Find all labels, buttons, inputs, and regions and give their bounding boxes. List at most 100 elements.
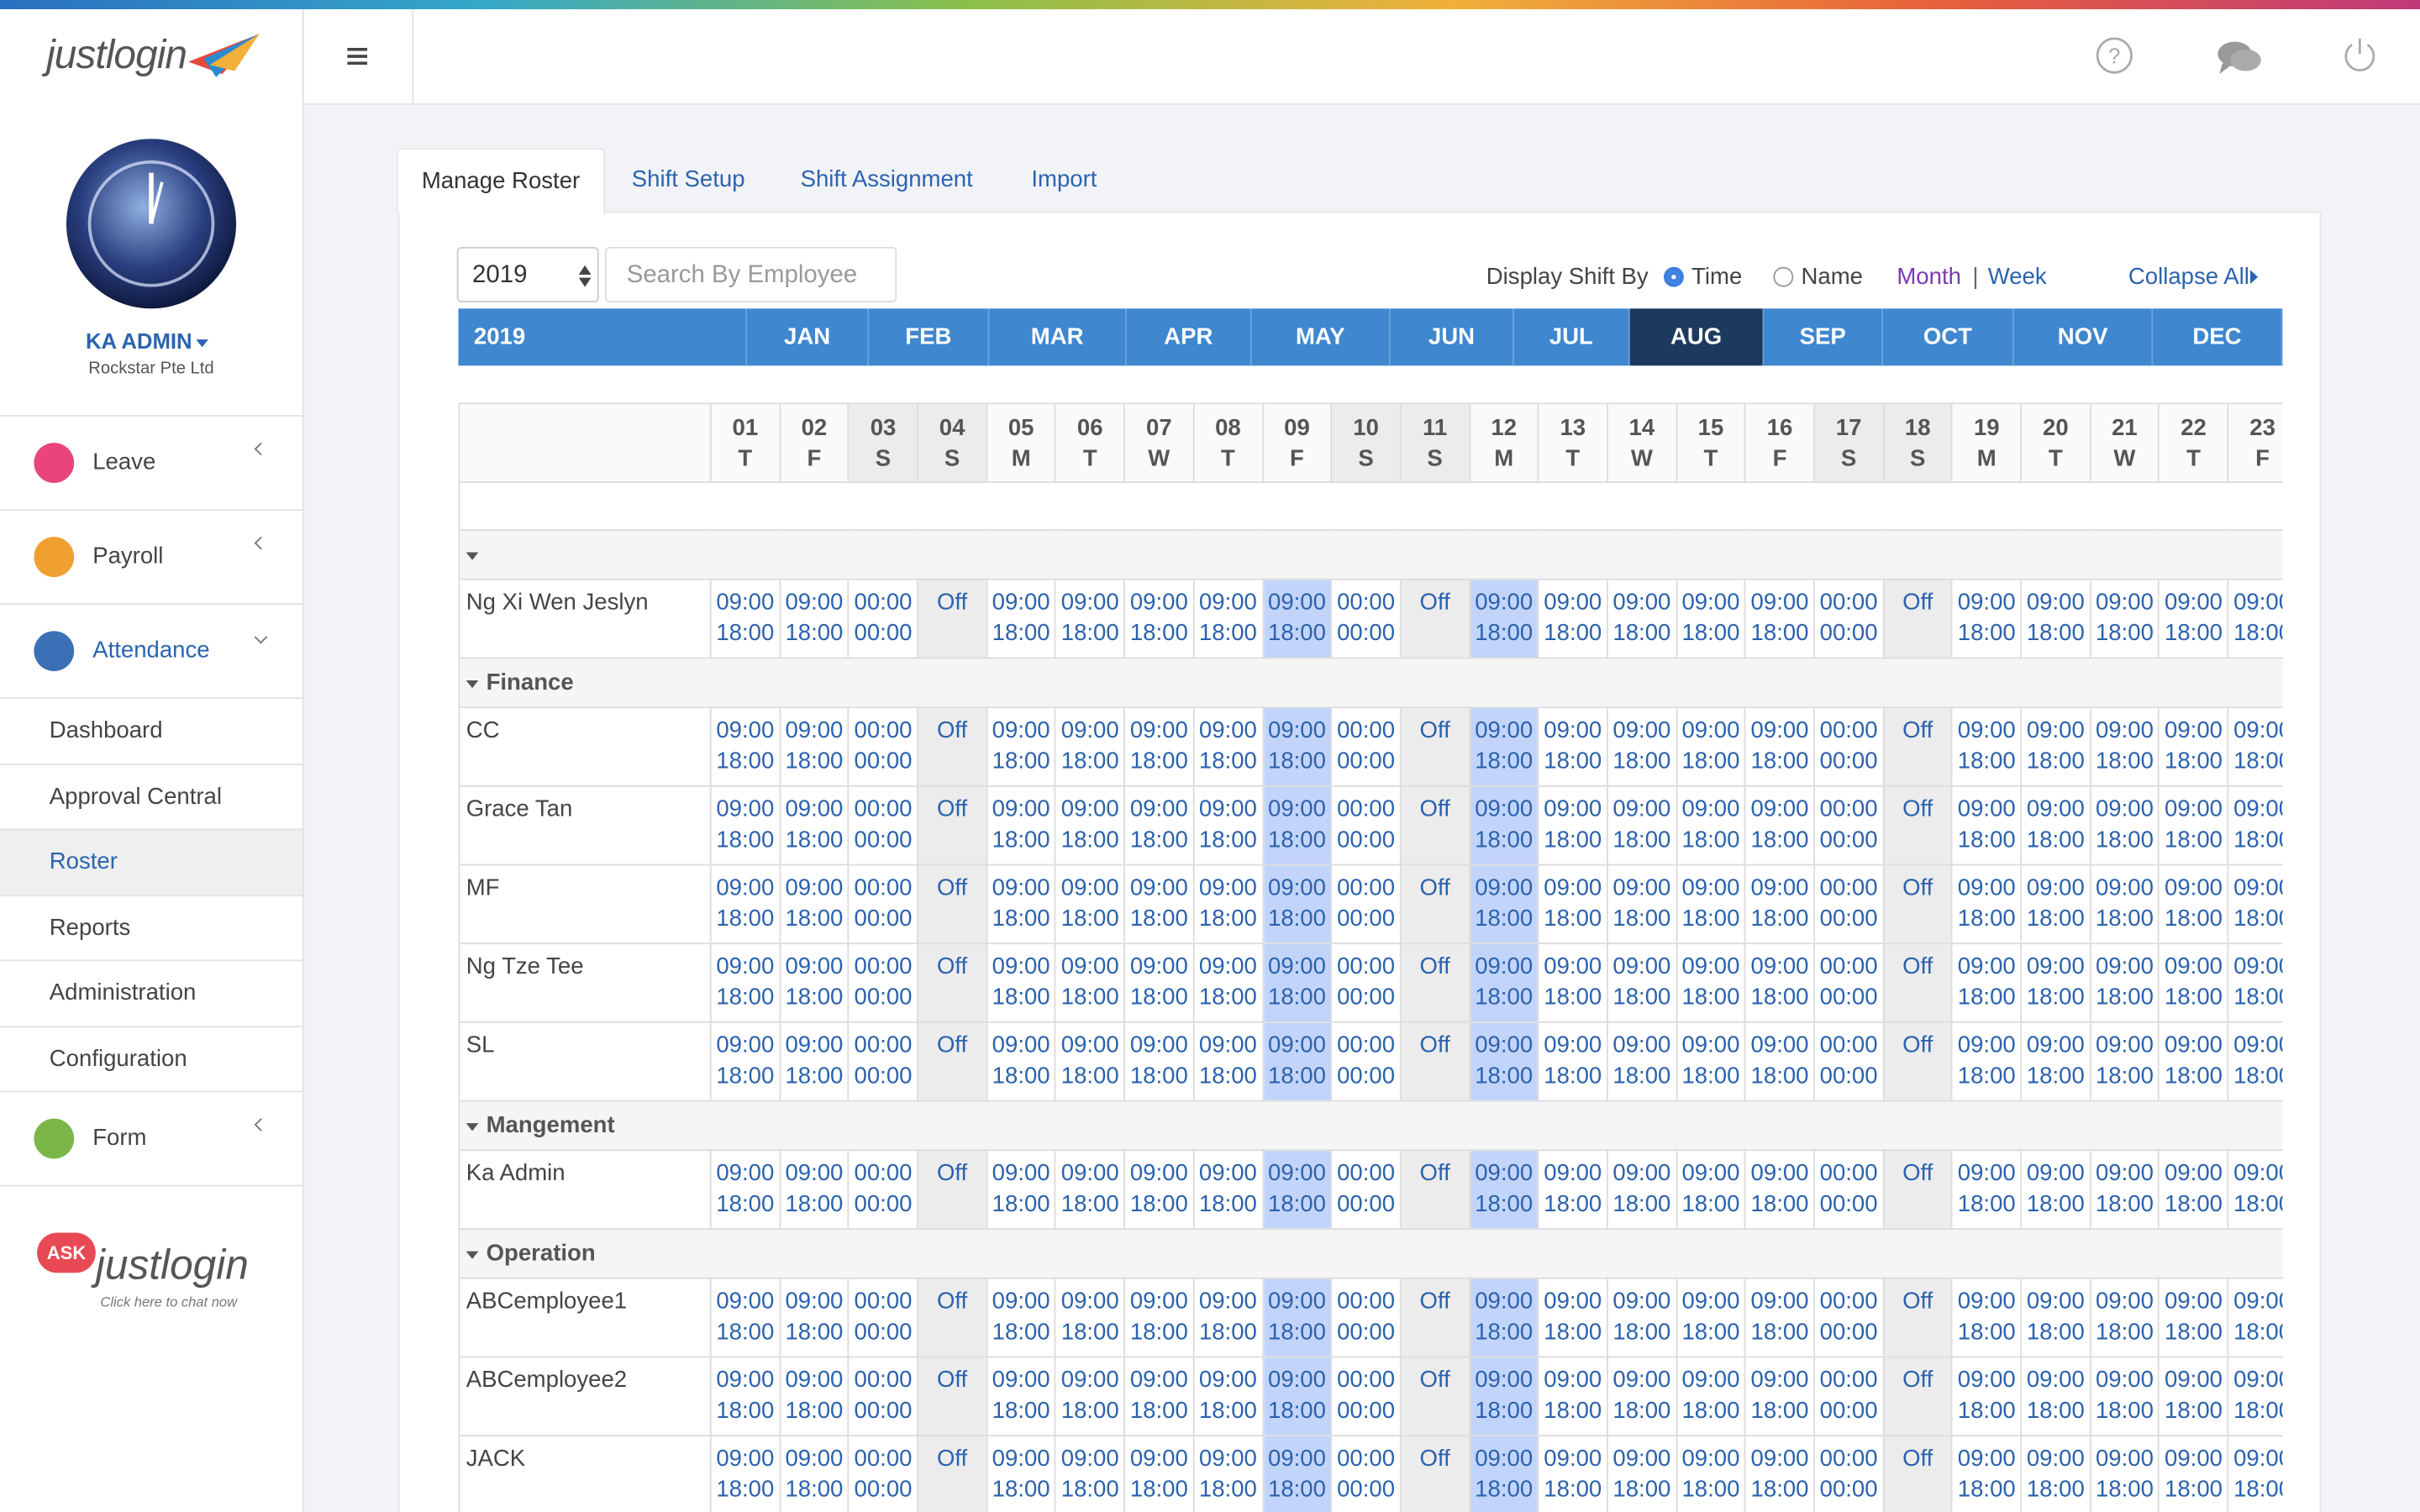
shift-time[interactable]: 09:00	[992, 717, 1050, 744]
shift-time[interactable]: 00:00	[854, 1062, 913, 1089]
shift-time[interactable]: Off	[936, 874, 968, 901]
shift-time[interactable]: 00:00	[1819, 717, 1878, 744]
shift-time[interactable]: 18:00	[992, 1190, 1050, 1217]
shift-time[interactable]: 18:00	[1267, 1475, 1326, 1503]
shift-time[interactable]: 09:00	[1060, 717, 1119, 744]
shift-time[interactable]: 09:00	[1475, 874, 1534, 901]
shift-time[interactable]: 09:00	[2165, 795, 2223, 822]
month[interactable]: JUL	[1513, 308, 1630, 366]
shift-time[interactable]: 18:00	[1060, 905, 1119, 932]
shift-time[interactable]: Off	[1902, 717, 1933, 744]
shift-time[interactable]: 00:00	[1819, 747, 1878, 774]
shift-time[interactable]: 00:00	[854, 1318, 913, 1345]
shift-time[interactable]: 18:00	[1681, 1475, 1740, 1503]
avatar[interactable]	[66, 139, 237, 309]
shift-time[interactable]: Off	[936, 717, 968, 744]
shift-cell[interactable]: 00:00 00:00	[848, 785, 918, 866]
shift-cell[interactable]: Off	[1399, 864, 1470, 945]
shift-time[interactable]: 00:00	[1819, 1475, 1878, 1503]
month[interactable]: JAN	[746, 308, 870, 366]
shift-cell[interactable]: 00:00 00:00	[1330, 1149, 1402, 1230]
shift-time[interactable]: 18:00	[992, 1318, 1050, 1345]
shift-time[interactable]: 18:00	[1612, 826, 1671, 853]
shift-cell[interactable]: 09:00 18:00	[986, 1277, 1057, 1358]
shift-cell[interactable]: Off	[1882, 1149, 1954, 1230]
tab[interactable]: Manage Roster	[397, 148, 606, 215]
shift-time[interactable]: 18:00	[2026, 1062, 2085, 1089]
shift-time[interactable]: 18:00	[2233, 1397, 2282, 1424]
shift-time[interactable]: 09:00	[1198, 1288, 1257, 1315]
shift-time[interactable]: 09:00	[1060, 1367, 1119, 1394]
shift-time[interactable]: 09:00	[1750, 1160, 1809, 1187]
shift-time[interactable]: 09:00	[992, 589, 1050, 616]
shift-time[interactable]: 18:00	[716, 1318, 775, 1345]
shift-time[interactable]: 09:00	[1544, 1160, 1602, 1187]
month[interactable]: MAY	[1251, 308, 1391, 366]
shift-time[interactable]: 18:00	[1198, 983, 1257, 1011]
shift-time[interactable]: 18:00	[992, 983, 1050, 1011]
shift-time[interactable]: 18:00	[1681, 619, 1740, 646]
shift-time[interactable]: 09:00	[1544, 1446, 1602, 1473]
ask-caption[interactable]: Click here to chat now	[100, 1294, 238, 1310]
shift-time[interactable]: 18:00	[1750, 826, 1809, 853]
shift-time[interactable]: Off	[1902, 953, 1933, 980]
shift-time[interactable]: 09:00	[2095, 1446, 2154, 1473]
shift-time[interactable]: 18:00	[2233, 747, 2282, 774]
employee-name[interactable]: ABCemployee1	[458, 1277, 712, 1358]
shift-time[interactable]: 09:00	[1681, 589, 1740, 616]
shift-cell[interactable]: 09:00 18:00	[1676, 578, 1746, 659]
shift-time[interactable]: 09:00	[716, 874, 775, 901]
shift-time[interactable]: 18:00	[2233, 1190, 2282, 1217]
shift-time[interactable]: 00:00	[1819, 795, 1878, 822]
shift-time[interactable]: 09:00	[1267, 953, 1326, 980]
shift-time[interactable]: 18:00	[1060, 1062, 1119, 1089]
shift-time[interactable]: 00:00	[1819, 1062, 1878, 1089]
shift-time[interactable]: 00:00	[1337, 747, 1396, 774]
shift-time[interactable]: 09:00	[1267, 1288, 1326, 1315]
shift-time[interactable]: 18:00	[1750, 1062, 1809, 1089]
shift-time[interactable]: 09:00	[1129, 1032, 1188, 1059]
radio[interactable]	[1773, 266, 1794, 287]
month[interactable]: FEB	[869, 308, 990, 366]
shift-time[interactable]: 18:00	[1544, 619, 1602, 646]
shift-cell[interactable]: Off	[917, 785, 988, 866]
shift-time[interactable]: 18:00	[1129, 1397, 1188, 1424]
shift-time[interactable]: 09:00	[1267, 795, 1326, 822]
shift-time[interactable]: 09:00	[992, 1288, 1050, 1315]
shift-time[interactable]: 09:00	[1544, 717, 1602, 744]
shift-cell[interactable]: 00:00 00:00	[1813, 1435, 1885, 1512]
shift-time[interactable]: 00:00	[1819, 1397, 1878, 1424]
shift-time[interactable]: 09:00	[992, 1446, 1050, 1473]
shift-time[interactable]: 18:00	[2165, 1318, 2223, 1345]
employee-name[interactable]: Grace Tan	[458, 785, 712, 866]
shift-time[interactable]: 18:00	[1612, 1318, 1671, 1345]
shift-time[interactable]: 18:00	[1750, 619, 1809, 646]
shift-time[interactable]: 09:00	[1198, 589, 1257, 616]
shift-time[interactable]: 09:00	[1060, 1160, 1119, 1187]
shift-time[interactable]: 09:00	[1957, 795, 2016, 822]
shift-time[interactable]: 18:00	[1267, 905, 1326, 932]
shift-cell[interactable]: Off	[1882, 1356, 1954, 1437]
shift-time[interactable]: 18:00	[2233, 983, 2282, 1011]
shift-time[interactable]: Off	[1902, 1367, 1933, 1394]
shift-time[interactable]: 09:00	[1198, 717, 1257, 744]
shift-time[interactable]: 09:00	[1129, 1288, 1188, 1315]
shift-time[interactable]: 18:00	[2095, 1397, 2154, 1424]
